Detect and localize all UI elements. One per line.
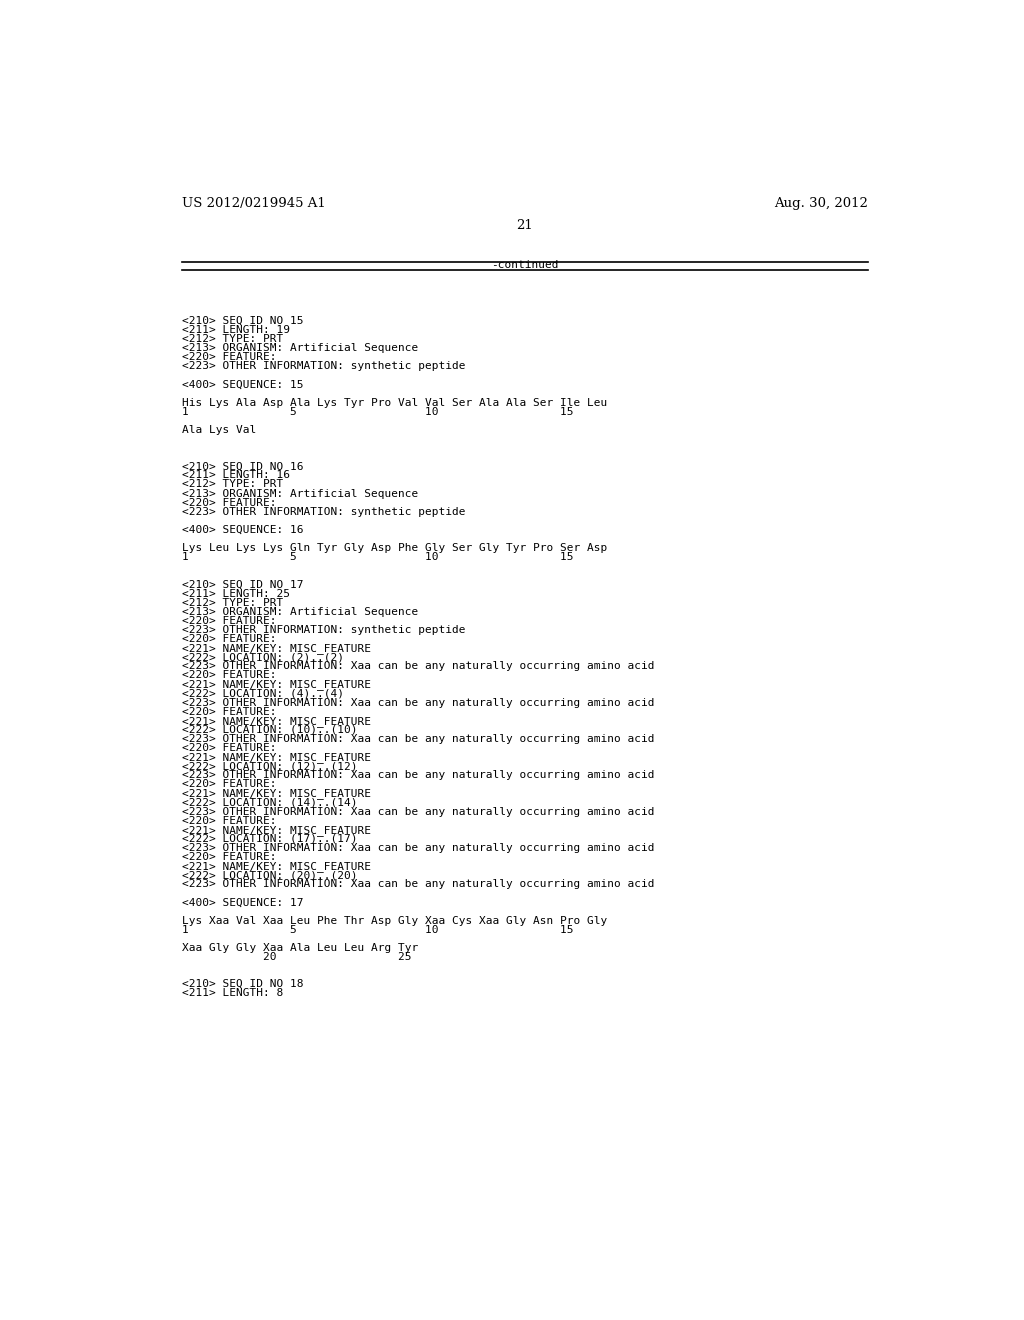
Text: <213> ORGANISM: Artificial Sequence: <213> ORGANISM: Artificial Sequence xyxy=(182,607,418,616)
Text: <210> SEQ ID NO 15: <210> SEQ ID NO 15 xyxy=(182,315,303,326)
Text: <211> LENGTH: 8: <211> LENGTH: 8 xyxy=(182,989,284,998)
Text: -continued: -continued xyxy=(492,260,558,271)
Text: <220> FEATURE:: <220> FEATURE: xyxy=(182,352,276,362)
Text: <220> FEATURE:: <220> FEATURE: xyxy=(182,816,276,826)
Text: Aug. 30, 2012: Aug. 30, 2012 xyxy=(774,197,867,210)
Text: <221> NAME/KEY: MISC_FEATURE: <221> NAME/KEY: MISC_FEATURE xyxy=(182,715,371,726)
Text: <210> SEQ ID NO 18: <210> SEQ ID NO 18 xyxy=(182,979,303,989)
Text: <220> FEATURE:: <220> FEATURE: xyxy=(182,671,276,680)
Text: <223> OTHER INFORMATION: Xaa can be any naturally occurring amino acid: <223> OTHER INFORMATION: Xaa can be any … xyxy=(182,843,654,853)
Text: <222> LOCATION: (2)..(2): <222> LOCATION: (2)..(2) xyxy=(182,652,344,663)
Text: <222> LOCATION: (4)..(4): <222> LOCATION: (4)..(4) xyxy=(182,689,344,698)
Text: <220> FEATURE:: <220> FEATURE: xyxy=(182,706,276,717)
Text: US 2012/0219945 A1: US 2012/0219945 A1 xyxy=(182,197,326,210)
Text: 1               5                   10                  15: 1 5 10 15 xyxy=(182,925,573,935)
Text: 21: 21 xyxy=(516,219,534,232)
Text: <223> OTHER INFORMATION: Xaa can be any naturally occurring amino acid: <223> OTHER INFORMATION: Xaa can be any … xyxy=(182,807,654,817)
Text: 1               5                   10                  15: 1 5 10 15 xyxy=(182,552,573,562)
Text: <223> OTHER INFORMATION: Xaa can be any naturally occurring amino acid: <223> OTHER INFORMATION: Xaa can be any … xyxy=(182,734,654,744)
Text: <213> ORGANISM: Artificial Sequence: <213> ORGANISM: Artificial Sequence xyxy=(182,343,418,354)
Text: <220> FEATURE:: <220> FEATURE: xyxy=(182,779,276,789)
Text: <221> NAME/KEY: MISC_FEATURE: <221> NAME/KEY: MISC_FEATURE xyxy=(182,680,371,690)
Text: <222> LOCATION: (14)..(14): <222> LOCATION: (14)..(14) xyxy=(182,797,357,808)
Text: <223> OTHER INFORMATION: synthetic peptide: <223> OTHER INFORMATION: synthetic pepti… xyxy=(182,624,466,635)
Text: His Lys Ala Asp Ala Lys Tyr Pro Val Val Ser Ala Ala Ser Ile Leu: His Lys Ala Asp Ala Lys Tyr Pro Val Val … xyxy=(182,397,607,408)
Text: <212> TYPE: PRT: <212> TYPE: PRT xyxy=(182,598,284,607)
Text: 20                  25: 20 25 xyxy=(182,952,412,962)
Text: <221> NAME/KEY: MISC_FEATURE: <221> NAME/KEY: MISC_FEATURE xyxy=(182,643,371,653)
Text: <223> OTHER INFORMATION: Xaa can be any naturally occurring amino acid: <223> OTHER INFORMATION: Xaa can be any … xyxy=(182,771,654,780)
Text: <210> SEQ ID NO 17: <210> SEQ ID NO 17 xyxy=(182,579,303,590)
Text: <211> LENGTH: 25: <211> LENGTH: 25 xyxy=(182,589,290,598)
Text: <222> LOCATION: (10)..(10): <222> LOCATION: (10)..(10) xyxy=(182,725,357,735)
Text: <222> LOCATION: (17)..(17): <222> LOCATION: (17)..(17) xyxy=(182,834,357,843)
Text: <220> FEATURE:: <220> FEATURE: xyxy=(182,498,276,508)
Text: <220> FEATURE:: <220> FEATURE: xyxy=(182,634,276,644)
Text: <212> TYPE: PRT: <212> TYPE: PRT xyxy=(182,334,284,345)
Text: 1               5                   10                  15: 1 5 10 15 xyxy=(182,407,573,417)
Text: <220> FEATURE:: <220> FEATURE: xyxy=(182,615,276,626)
Text: <221> NAME/KEY: MISC_FEATURE: <221> NAME/KEY: MISC_FEATURE xyxy=(182,861,371,873)
Text: <211> LENGTH: 16: <211> LENGTH: 16 xyxy=(182,470,290,480)
Text: Lys Leu Lys Lys Gln Tyr Gly Asp Phe Gly Ser Gly Tyr Pro Ser Asp: Lys Leu Lys Lys Gln Tyr Gly Asp Phe Gly … xyxy=(182,543,607,553)
Text: <210> SEQ ID NO 16: <210> SEQ ID NO 16 xyxy=(182,461,303,471)
Text: <400> SEQUENCE: 16: <400> SEQUENCE: 16 xyxy=(182,525,303,535)
Text: <223> OTHER INFORMATION: synthetic peptide: <223> OTHER INFORMATION: synthetic pepti… xyxy=(182,362,466,371)
Text: <223> OTHER INFORMATION: Xaa can be any naturally occurring amino acid: <223> OTHER INFORMATION: Xaa can be any … xyxy=(182,697,654,708)
Text: <212> TYPE: PRT: <212> TYPE: PRT xyxy=(182,479,284,490)
Text: <223> OTHER INFORMATION: Xaa can be any naturally occurring amino acid: <223> OTHER INFORMATION: Xaa can be any … xyxy=(182,879,654,890)
Text: <223> OTHER INFORMATION: synthetic peptide: <223> OTHER INFORMATION: synthetic pepti… xyxy=(182,507,466,516)
Text: <221> NAME/KEY: MISC_FEATURE: <221> NAME/KEY: MISC_FEATURE xyxy=(182,825,371,836)
Text: Ala Lys Val: Ala Lys Val xyxy=(182,425,256,436)
Text: <223> OTHER INFORMATION: Xaa can be any naturally occurring amino acid: <223> OTHER INFORMATION: Xaa can be any … xyxy=(182,661,654,671)
Text: <220> FEATURE:: <220> FEATURE: xyxy=(182,743,276,752)
Text: Lys Xaa Val Xaa Leu Phe Thr Asp Gly Xaa Cys Xaa Gly Asn Pro Gly: Lys Xaa Val Xaa Leu Phe Thr Asp Gly Xaa … xyxy=(182,916,607,925)
Text: Xaa Gly Gly Xaa Ala Leu Leu Arg Tyr: Xaa Gly Gly Xaa Ala Leu Leu Arg Tyr xyxy=(182,942,418,953)
Text: <222> LOCATION: (20)..(20): <222> LOCATION: (20)..(20) xyxy=(182,870,357,880)
Text: <213> ORGANISM: Artificial Sequence: <213> ORGANISM: Artificial Sequence xyxy=(182,488,418,499)
Text: <400> SEQUENCE: 17: <400> SEQUENCE: 17 xyxy=(182,898,303,907)
Text: <221> NAME/KEY: MISC_FEATURE: <221> NAME/KEY: MISC_FEATURE xyxy=(182,752,371,763)
Text: <400> SEQUENCE: 15: <400> SEQUENCE: 15 xyxy=(182,380,303,389)
Text: <222> LOCATION: (12)..(12): <222> LOCATION: (12)..(12) xyxy=(182,762,357,771)
Text: <220> FEATURE:: <220> FEATURE: xyxy=(182,851,276,862)
Text: <221> NAME/KEY: MISC_FEATURE: <221> NAME/KEY: MISC_FEATURE xyxy=(182,788,371,800)
Text: <211> LENGTH: 19: <211> LENGTH: 19 xyxy=(182,325,290,335)
